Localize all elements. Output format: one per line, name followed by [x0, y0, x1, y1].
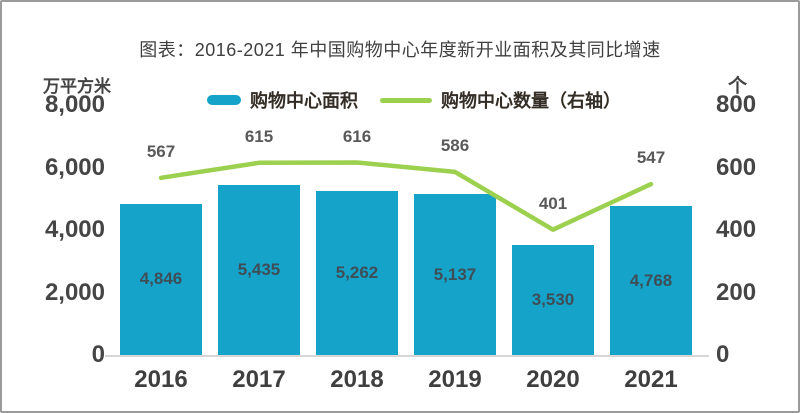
- legend-label-count: 购物中心数量（右轴）: [441, 91, 621, 111]
- legend-item-count: 购物中心数量（右轴）: [380, 87, 621, 113]
- right-axis-unit: 个: [728, 76, 748, 97]
- line-value-label: 586: [440, 135, 470, 155]
- right-axis-tick: 600: [716, 153, 757, 181]
- bar-value-label: 5,262: [335, 262, 379, 282]
- x-axis-label-2017: 2017: [232, 366, 286, 393]
- x-axis-line: [105, 355, 709, 357]
- legend-label-area: 购物中心面积: [250, 91, 358, 111]
- line-value-label: 567: [146, 141, 176, 161]
- right-axis-tick: 800: [716, 91, 757, 118]
- left-axis-tick: 6,000: [44, 153, 105, 181]
- bar-value-label: 4,846: [139, 269, 183, 289]
- left-axis-tick: 0: [91, 341, 105, 368]
- line-value-label: 615: [244, 126, 274, 146]
- legend: 购物中心面积 购物中心数量（右轴）: [16, 87, 798, 113]
- legend-bar-swatch-icon: [207, 95, 241, 105]
- bar-2020: [512, 244, 594, 355]
- bar-value-label: 5,137: [433, 264, 477, 284]
- right-axis-tick: 400: [716, 216, 757, 243]
- line-value-label: 616: [342, 126, 372, 146]
- legend-line-swatch-icon: [380, 97, 432, 103]
- x-axis-label-2016: 2016: [134, 366, 188, 393]
- x-axis-label-2021: 2021: [624, 366, 678, 393]
- chart-title: 图表：2016-2021 年中国购物中心年度新开业面积及其同比增速: [139, 40, 661, 60]
- bar-value-label: 3,530: [531, 289, 575, 309]
- left-axis-tick: 4,000: [44, 216, 105, 243]
- bar-value-label: 4,768: [629, 270, 673, 290]
- x-axis-label-2020: 2020: [526, 366, 580, 393]
- left-axis-tick: 2,000: [44, 278, 105, 306]
- right-axis-tick: 200: [716, 278, 757, 306]
- left-axis-unit: 万平方米: [43, 77, 111, 96]
- right-axis-tick: 0: [716, 341, 730, 368]
- left-axis-tick: 8,000: [44, 91, 105, 118]
- line-value-label: 547: [636, 148, 666, 168]
- x-axis-label-2019: 2019: [428, 366, 482, 393]
- x-axis-label-2018: 2018: [330, 366, 384, 393]
- legend-item-area: 购物中心面积: [207, 87, 358, 113]
- bar-value-label: 5,435: [237, 260, 281, 280]
- line-value-label: 401: [538, 193, 568, 213]
